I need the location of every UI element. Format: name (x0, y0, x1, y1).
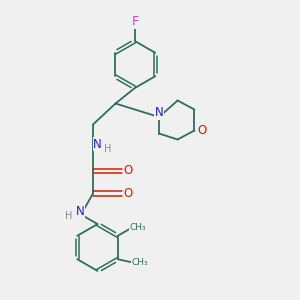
Text: O: O (124, 164, 133, 178)
Text: F: F (131, 15, 139, 28)
Text: O: O (124, 187, 133, 200)
Text: O: O (197, 124, 206, 137)
Text: N: N (154, 106, 164, 119)
Text: CH₃: CH₃ (129, 224, 146, 232)
Text: N: N (93, 137, 102, 151)
Text: H: H (65, 211, 72, 221)
Text: N: N (76, 205, 85, 218)
Text: H: H (104, 143, 112, 154)
Text: CH₃: CH₃ (131, 258, 148, 267)
